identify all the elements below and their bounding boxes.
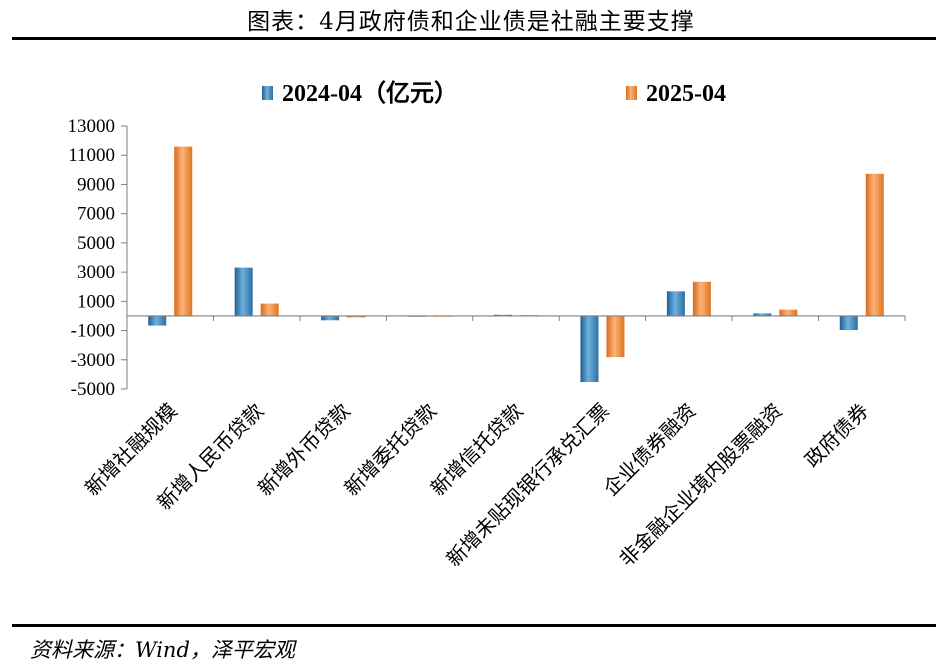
bar-2024-2 xyxy=(321,315,340,321)
legend-swatch xyxy=(626,86,637,100)
bar-2024-7 xyxy=(753,313,772,316)
bar-2024-8 xyxy=(839,315,858,331)
legend-label: 2024-04（亿元） xyxy=(282,80,458,107)
bar-2025-6 xyxy=(692,281,711,316)
bar-2024-0 xyxy=(148,315,167,326)
bar-2024-5 xyxy=(580,315,599,383)
footer-rule xyxy=(12,624,936,627)
y-tick-label: 9000 xyxy=(77,174,115,195)
source-note: 资料来源：Wind，泽平宏观 xyxy=(30,638,295,662)
y-tick-label: -1000 xyxy=(71,321,115,342)
bar-2025-2 xyxy=(347,315,366,318)
bar-chart: 2024-04（亿元） 2025-04 13000 11000 9000 7000 500… xyxy=(68,80,906,572)
y-tick-label: 11000 xyxy=(68,145,115,166)
legend-label: 2025-04 xyxy=(646,81,726,107)
bar-2025-1 xyxy=(260,303,279,316)
category-label: 新增委托贷款 xyxy=(339,399,441,501)
category-label: 非金融企业境内股票融资 xyxy=(614,399,787,572)
y-axis: 13000 11000 9000 7000 5000 3000 1000 -1000 -3000… xyxy=(68,116,128,400)
title-underline xyxy=(12,37,936,40)
bar-2024-6 xyxy=(666,291,685,316)
page-title: 图表：4月政府债和企业债是社融主要支撑 xyxy=(247,9,695,35)
category-label: 新增外币贷款 xyxy=(253,399,355,501)
chart-legend: 2024-04（亿元） 2025-04 xyxy=(262,80,726,107)
bars xyxy=(148,146,884,383)
bar-2024-1 xyxy=(234,267,253,316)
y-tick-label: 5000 xyxy=(77,233,115,254)
bar-2025-8 xyxy=(865,173,884,316)
bar-2025-0 xyxy=(174,146,193,316)
y-tick-label: 3000 xyxy=(77,262,115,283)
x-axis: 新增社融规模新增人民币贷款新增外币贷款新增委托贷款新增信托贷款新增未贴现银行承兑… xyxy=(80,315,906,572)
category-label: 新增未贴现银行承兑汇票 xyxy=(441,399,614,572)
bar-2025-5 xyxy=(606,315,625,358)
bar-2025-7 xyxy=(779,309,798,316)
y-tick-label: 1000 xyxy=(77,291,115,312)
y-tick-label: -5000 xyxy=(71,379,115,400)
category-label: 政府债券 xyxy=(800,399,874,473)
y-tick-label: 7000 xyxy=(77,204,115,225)
y-tick-label: 13000 xyxy=(68,116,116,137)
legend-swatch xyxy=(262,86,273,100)
y-tick-label: -3000 xyxy=(71,350,115,371)
